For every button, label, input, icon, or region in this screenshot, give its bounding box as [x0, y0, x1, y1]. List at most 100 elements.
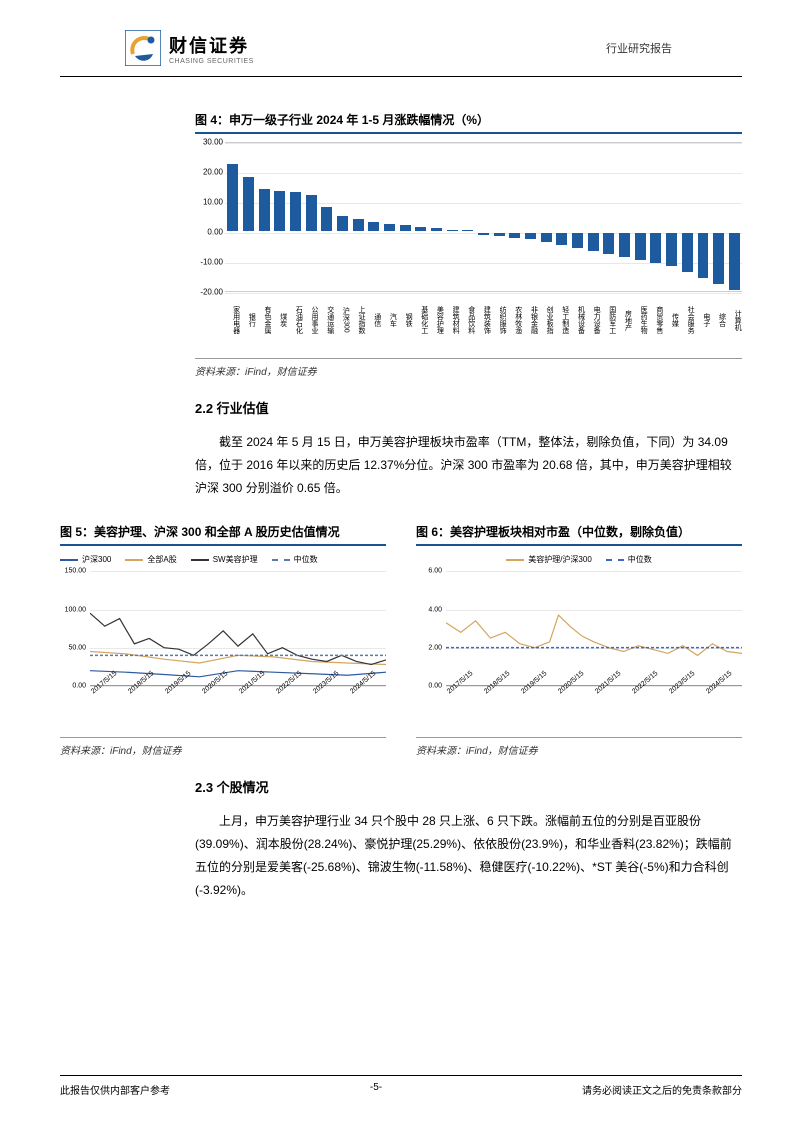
bar: [572, 233, 583, 248]
y-tick: 50.00: [68, 645, 86, 652]
logo-text-cn: 财信证券: [169, 32, 254, 58]
y-tick: 0.00: [428, 683, 442, 690]
x-label: 交通运输: [319, 294, 335, 346]
header-report-type: 行业研究报告: [606, 40, 672, 56]
bar: [603, 233, 614, 254]
x-label: 公用事业: [303, 294, 319, 346]
bar: [462, 230, 473, 231]
x-label: 汽车: [382, 294, 398, 346]
x-label: 机械设备: [570, 294, 586, 346]
legend-swatch: [606, 559, 624, 561]
bar: [274, 191, 285, 232]
bar: [290, 192, 301, 231]
bar: [321, 207, 332, 231]
legend-swatch: [191, 559, 209, 561]
y-tick: 6.00: [428, 568, 442, 575]
page-footer: 此报告仅供内部客户参考 -5- 请务必阅读正文之后的免责条款部分: [60, 1075, 742, 1097]
y-tick: 20.00: [203, 168, 223, 177]
bar: [556, 233, 567, 245]
y-tick: 10.00: [203, 198, 223, 207]
bar: [698, 233, 709, 278]
bar: [353, 219, 364, 231]
y-tick: 0.00: [72, 683, 86, 690]
bar: [243, 177, 254, 231]
company-logo-icon: [125, 30, 161, 66]
x-label: 基础化工: [413, 294, 429, 346]
x-label: 商贸零售: [648, 294, 664, 346]
x-label: 美容护理: [429, 294, 445, 346]
figure-4-source: 资料来源：iFind，财信证券: [195, 358, 742, 378]
page-header: 财信证券 CHASING SECURITIES 行业研究报告: [60, 0, 742, 77]
logo-area: 财信证券 CHASING SECURITIES: [125, 30, 254, 66]
legend-item: 美容护理/沪深300: [506, 554, 592, 565]
section-2-3: 2.3 个股情况: [195, 777, 742, 796]
x-label: 传媒: [664, 294, 680, 346]
footer-left: 此报告仅供内部客户参考: [60, 1082, 170, 1097]
legend-item: 沪深300: [60, 554, 111, 565]
section-2-3-heading: 2.3 个股情况: [195, 777, 742, 796]
bar: [541, 233, 552, 242]
bar: [337, 216, 348, 231]
y-tick: -20.00: [200, 288, 223, 297]
figure-4-container: 图 4：申万一级子行业 2024 年 1-5 月涨跌幅情况（%） 30.0020…: [195, 107, 742, 378]
x-label: 计算机: [727, 294, 743, 346]
figure-5-source: 资料来源：iFind，财信证券: [60, 737, 386, 757]
legend-item: 中位数: [606, 554, 652, 565]
x-label: 建筑装饰: [476, 294, 492, 346]
y-tick: 2.00: [428, 645, 442, 652]
bar: [650, 233, 661, 263]
bar: [306, 195, 317, 231]
x-label: 家用电器: [225, 294, 241, 346]
bar: [713, 233, 724, 284]
legend-item: 中位数: [272, 554, 318, 565]
x-label: 有色金属: [256, 294, 272, 346]
figure-6-chart: 6.004.002.000.00 2017/5/152018/5/152019/…: [446, 571, 742, 731]
x-label: 电子: [695, 294, 711, 346]
x-label: 国防军工: [601, 294, 617, 346]
bar: [431, 228, 442, 231]
bar: [447, 230, 458, 232]
figure-6-source: 资料来源：iFind，财信证券: [416, 737, 742, 757]
x-label: 轻工制造: [554, 294, 570, 346]
x-label: 房地产: [617, 294, 633, 346]
logo-text-en: CHASING SECURITIES: [169, 58, 254, 65]
legend-swatch: [60, 559, 78, 561]
section-2-3-text: 上月，申万美容护理行业 34 只个股中 28 只上涨、6 只下跌。涨幅前五位的分…: [195, 810, 742, 901]
grid-line: [225, 293, 742, 294]
x-label: 石油石化: [288, 294, 304, 346]
section-2-2-text: 截至 2024 年 5 月 15 日，申万美容护理板块市盈率（TTM，整体法，剔…: [195, 431, 742, 499]
x-label: 非银金融: [523, 294, 539, 346]
legend-swatch: [506, 559, 524, 561]
legend-label: SW美容护理: [213, 554, 258, 565]
x-label: 纺织服饰: [491, 294, 507, 346]
x-label: 建筑材料: [444, 294, 460, 346]
section-2-2-heading: 2.2 行业估值: [195, 398, 742, 417]
x-label: 综合: [711, 294, 727, 346]
footer-page-number: -5-: [370, 1082, 382, 1097]
x-label: 农林牧渔: [507, 294, 523, 346]
x-label: 社会服务: [679, 294, 695, 346]
bar: [509, 233, 520, 238]
figure-6-container: 图 6：美容护理板块相对市盈（中位数，剔除负值） 美容护理/沪深300 中位数 6…: [416, 519, 742, 757]
section-2-2: 2.2 行业估值: [195, 398, 742, 417]
y-tick: 100.00: [65, 606, 86, 613]
figure-6-title: 图 6：美容护理板块相对市盈（中位数，剔除负值）: [416, 519, 742, 546]
x-label: 通信: [366, 294, 382, 346]
bar: [400, 225, 411, 231]
figure-4-title: 图 4：申万一级子行业 2024 年 1-5 月涨跌幅情况（%）: [195, 107, 742, 134]
x-label: 医药生物: [632, 294, 648, 346]
x-label: 电力设备: [585, 294, 601, 346]
y-tick: 150.00: [65, 568, 86, 575]
bar: [588, 233, 599, 251]
bar: [525, 233, 536, 239]
bar: [415, 227, 426, 232]
bar: [729, 233, 740, 290]
x-label: 沪深300: [335, 294, 351, 346]
bar: [259, 189, 270, 231]
figure-5-container: 图 5：美容护理、沪深 300 和全部 A 股历史估值情况 沪深300全部A股S…: [60, 519, 386, 757]
figure-5-title: 图 5：美容护理、沪深 300 和全部 A 股历史估值情况: [60, 519, 386, 546]
bar: [384, 224, 395, 232]
y-tick: -10.00: [200, 258, 223, 267]
x-label: 创业板指: [538, 294, 554, 346]
bar: [494, 233, 505, 236]
